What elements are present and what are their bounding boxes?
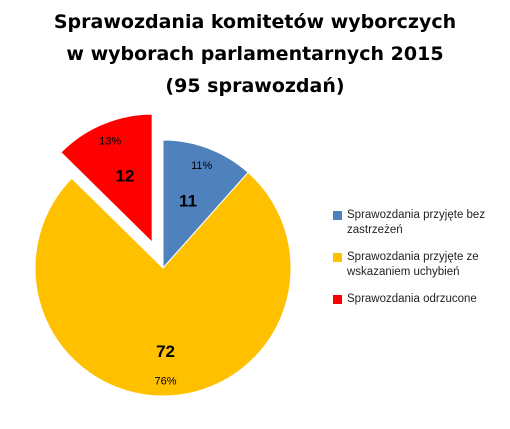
pie-slice — [34, 171, 292, 397]
legend: Sprawozdania przyjęte bez zastrzeżeń Spra… — [333, 208, 508, 319]
legend-swatch — [333, 253, 342, 262]
chart-title: Sprawozdania komitetów wyborczych — [54, 11, 456, 33]
legend-swatch — [333, 211, 342, 220]
legend-label: Sprawozdania przyjęte bez zastrzeżeń — [347, 209, 486, 236]
legend-item: Sprawozdania przyjęte ze wskazaniem uchy… — [333, 250, 508, 280]
legend-item: Sprawozdania przyjęte bez zastrzeżeń — [333, 208, 508, 238]
legend-item: Sprawozdania odrzucone — [333, 292, 508, 307]
percent-label: 76% — [155, 376, 177, 388]
value-label: 11 — [179, 192, 197, 211]
value-label: 72 — [156, 342, 175, 361]
legend-label: Sprawozdania odrzucone — [347, 293, 477, 305]
value-label: 12 — [116, 167, 135, 186]
pie-slice — [60, 113, 153, 244]
chart-title: w wyborach parlamentarnych 2015 — [66, 43, 443, 65]
legend-label: Sprawozdania przyjęte ze wskazaniem uchy… — [347, 251, 479, 278]
legend-swatch — [333, 295, 342, 304]
percent-label: 13% — [99, 136, 121, 148]
percent-label: 11% — [191, 160, 212, 172]
chart-title: (95 sprawozdań) — [165, 75, 344, 97]
pie-slice — [162, 139, 249, 270]
